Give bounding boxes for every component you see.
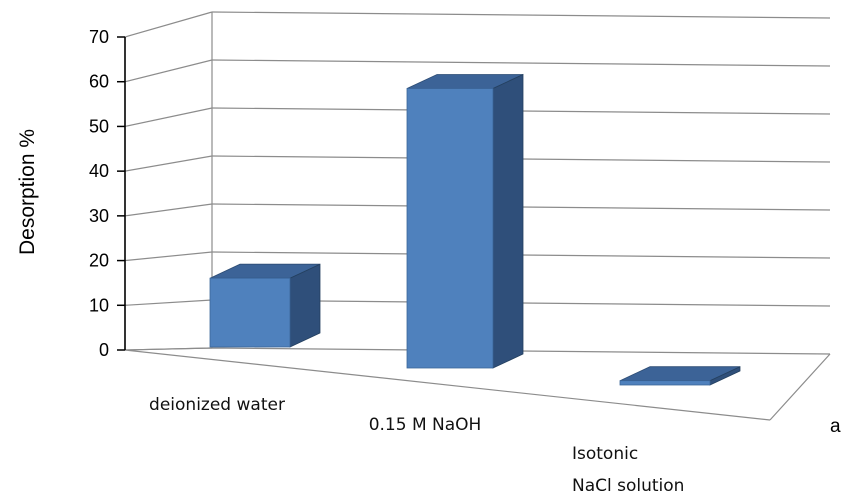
y-tick-label: 70	[89, 27, 109, 47]
wall-gridline	[124, 251, 213, 262]
wall-gridline	[124, 299, 213, 306]
y-axis-label: Desorption %	[16, 129, 39, 255]
y-tick-labels: 0 10 20 30 40 50 60 70	[89, 27, 109, 360]
floor-back-edge	[124, 347, 831, 355]
category-label: Isotonic NaCl solution	[572, 444, 684, 496]
bar-side-face	[289, 263, 321, 348]
bar-3	[619, 366, 741, 386]
wall-gridline	[124, 203, 213, 217]
wall-gridline	[124, 155, 213, 172]
y-tick-label: 10	[89, 295, 109, 315]
category-label: 0.15 M NaOH	[369, 415, 482, 435]
back-gridline	[211, 11, 831, 19]
bar-front-face	[209, 277, 291, 348]
y-tick-label: 30	[89, 206, 109, 226]
y-tick-label: 20	[89, 251, 109, 271]
floor-side-edge	[769, 353, 831, 421]
y-tick-label: 50	[89, 116, 109, 136]
bar-front-face	[406, 88, 494, 369]
y-tick-label: 0	[99, 340, 109, 360]
category-label: deionized water	[149, 395, 285, 415]
y-tick-label: 40	[89, 161, 109, 181]
floor-front-edge	[124, 349, 771, 421]
y-tick-label: 60	[89, 72, 109, 92]
wall-gridline	[124, 59, 213, 83]
bar-1	[209, 263, 321, 348]
panel-label: a	[830, 416, 841, 437]
bar-side-face	[492, 73, 524, 369]
bar-2	[406, 73, 524, 369]
axes	[117, 36, 126, 351]
bar-front-face	[619, 380, 711, 386]
back-gridline	[211, 59, 831, 67]
category-labels: deionized water 0.15 M NaOH Isotonic NaCl s…	[149, 395, 684, 496]
bars	[209, 73, 741, 386]
wall-gridline	[124, 11, 213, 38]
wall-gridline	[124, 107, 213, 128]
